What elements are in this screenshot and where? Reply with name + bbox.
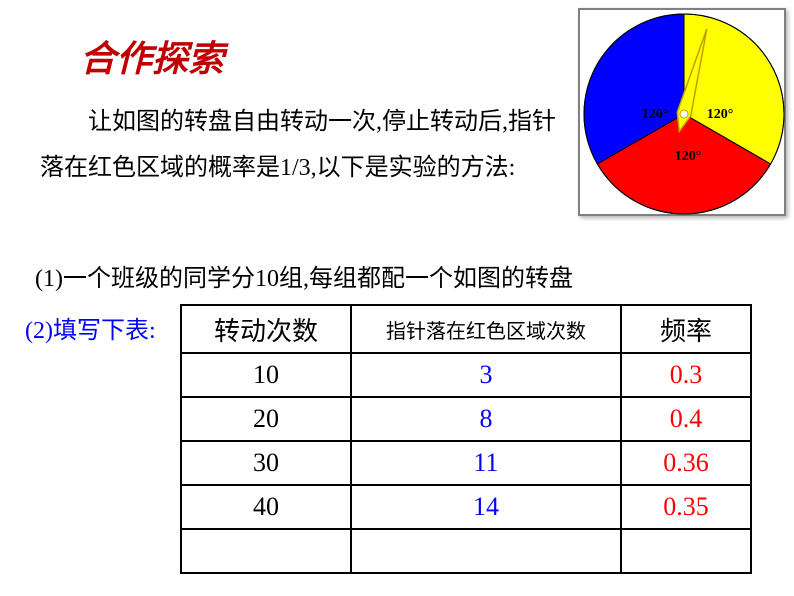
cell-hits: 3 xyxy=(351,353,621,397)
spinner-svg: 120° 120° 120° xyxy=(580,10,788,218)
svg-text:120°: 120° xyxy=(642,107,669,122)
table-row xyxy=(181,529,751,573)
cell-freq: 0.35 xyxy=(621,485,751,529)
cell-freq xyxy=(621,529,751,573)
spinner-diagram: 120° 120° 120° xyxy=(578,8,786,216)
table-row: 10 3 0.3 xyxy=(181,353,751,397)
cell-freq: 0.36 xyxy=(621,441,751,485)
cell-spins: 30 xyxy=(181,441,351,485)
col-header-hits: 指针落在红色区域次数 xyxy=(351,305,621,353)
cell-hits: 8 xyxy=(351,397,621,441)
bullet-2: (2)填写下表: xyxy=(25,310,156,345)
cell-spins: 40 xyxy=(181,485,351,529)
bullet-1: (1)一个班级的同学分10组,每组都配一个如图的转盘 xyxy=(35,258,573,293)
cell-spins: 20 xyxy=(181,397,351,441)
svg-text:120°: 120° xyxy=(675,149,702,164)
table-row: 40 14 0.35 xyxy=(181,485,751,529)
col-header-freq: 频率 xyxy=(621,305,751,353)
cell-freq: 0.4 xyxy=(621,397,751,441)
table-row: 30 11 0.36 xyxy=(181,441,751,485)
table-row: 20 8 0.4 xyxy=(181,397,751,441)
cell-hits: 14 xyxy=(351,485,621,529)
table-header-row: 转动次数 指针落在红色区域次数 频率 xyxy=(181,305,751,353)
cell-spins xyxy=(181,529,351,573)
cell-freq: 0.3 xyxy=(621,353,751,397)
cell-spins: 10 xyxy=(181,353,351,397)
svg-text:120°: 120° xyxy=(707,107,734,122)
page-title: 合作探索 xyxy=(80,30,224,82)
intro-paragraph: 让如图的转盘自由转动一次,停止转动后,指针落在红色区域的概率是1/3,以下是实验… xyxy=(40,100,560,191)
frequency-table: 转动次数 指针落在红色区域次数 频率 10 3 0.3 20 8 0.4 30 … xyxy=(180,304,752,574)
title-text: 合作探索 xyxy=(80,39,224,79)
cell-hits xyxy=(351,529,621,573)
col-header-spins: 转动次数 xyxy=(181,305,351,353)
cell-hits: 11 xyxy=(351,441,621,485)
